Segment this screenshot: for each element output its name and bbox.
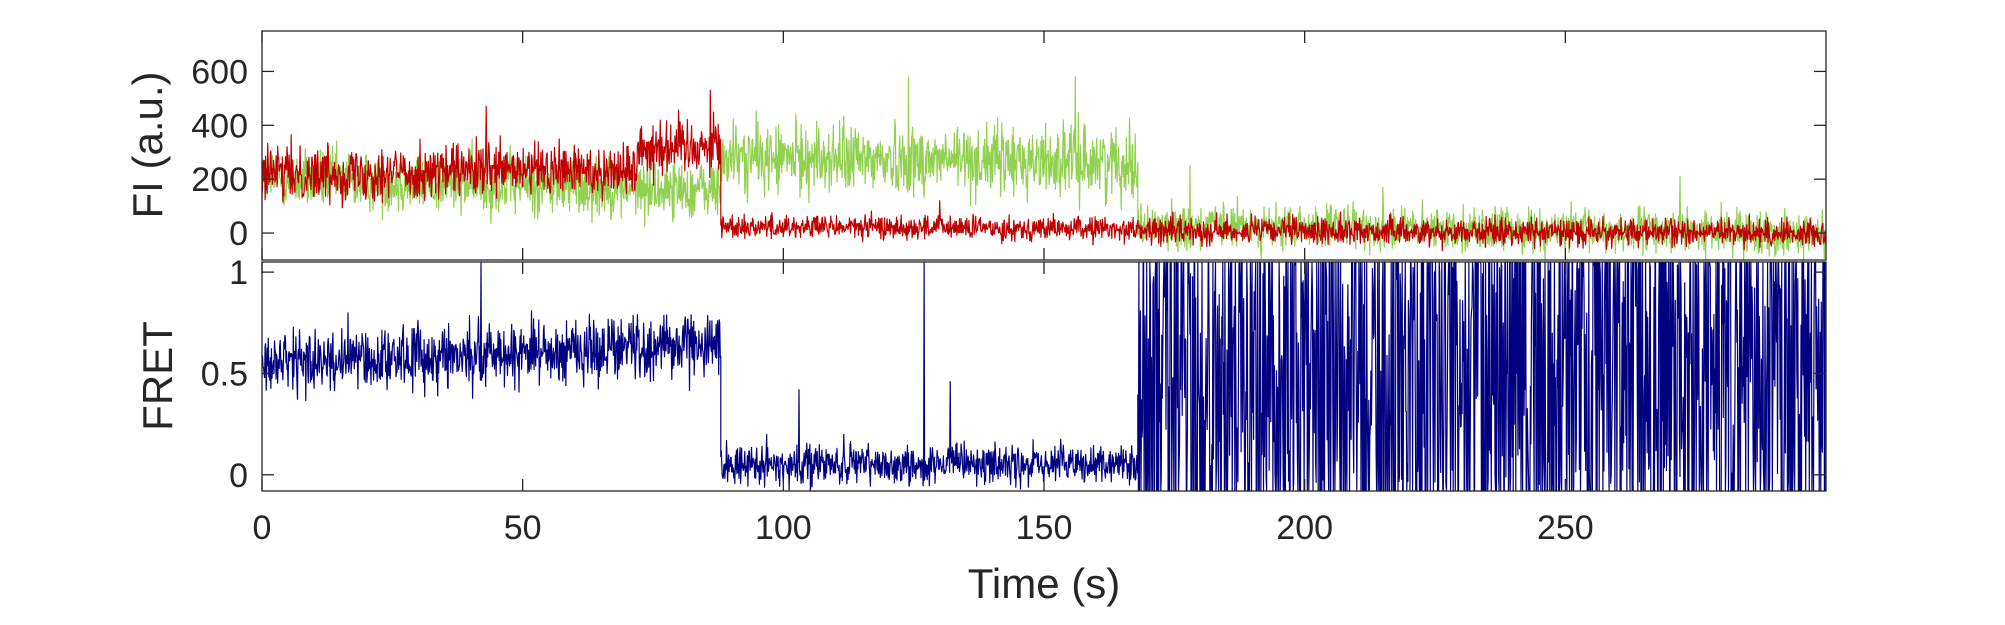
intensity-y-ticks: 0 200 400 600 xyxy=(191,31,1826,260)
x-tick-label: 150 xyxy=(1016,509,1073,547)
y-tick-label: 0.5 xyxy=(201,355,248,393)
intensity-panel: 0 200 400 600 FI (a.u.) xyxy=(124,30,1827,261)
y-tick-label: 200 xyxy=(191,161,248,199)
y-tick-label: 600 xyxy=(191,53,248,91)
time-x-label: Time (s) xyxy=(968,560,1120,607)
x-tick-label: 250 xyxy=(1537,509,1594,547)
fret-ticks: 0 0.5 1 0 50 100 150 200 250 xyxy=(201,254,1826,547)
y-tick-label: 400 xyxy=(191,107,248,145)
acceptor-intensity-line xyxy=(261,89,1827,251)
fret-panel: 0 0.5 1 0 50 100 150 200 250 FRET Time (s) xyxy=(134,254,1827,607)
x-tick-label: 50 xyxy=(504,509,542,547)
intensity-traces xyxy=(261,76,1827,261)
x-tick-label: 100 xyxy=(755,509,812,547)
intensity-y-label: FI (a.u.) xyxy=(124,71,171,218)
x-tick-label: 200 xyxy=(1276,509,1333,547)
y-tick-label: 1 xyxy=(229,254,248,292)
y-tick-label: 0 xyxy=(229,457,248,495)
y-tick-label: 0 xyxy=(229,215,248,253)
fret-y-label: FRET xyxy=(134,321,181,431)
x-tick-label: 0 xyxy=(253,509,272,547)
